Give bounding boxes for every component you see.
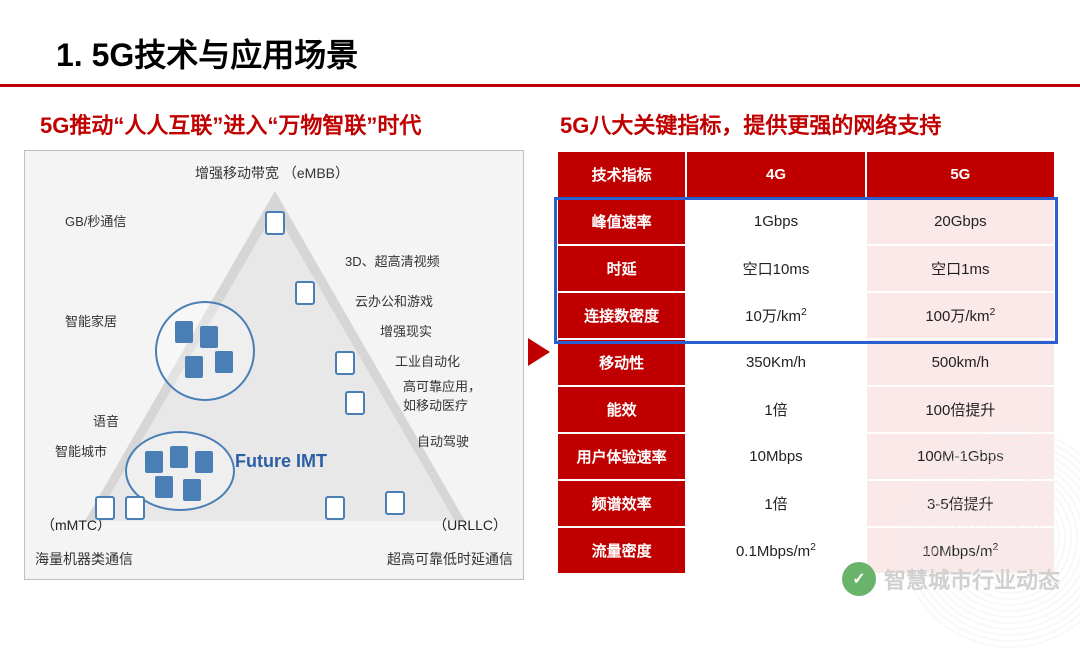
value-5g-cell: 空口1ms (866, 245, 1055, 292)
bottom-right-label: 超高可靠低时延通信 (387, 549, 513, 569)
device-icon (200, 326, 218, 348)
metric-cell: 频谱效率 (557, 480, 686, 527)
metric-cell: 用户体验速率 (557, 433, 686, 480)
device-icon (215, 351, 233, 373)
watermark-text: 智慧城市行业动态 (884, 563, 1060, 595)
label-smartcity: 智能城市 (55, 441, 107, 460)
device-icon (265, 211, 285, 235)
device-icon (95, 496, 115, 520)
col-5g: 5G (866, 151, 1055, 198)
label-3d: 3D、超高清视频 (345, 251, 440, 270)
device-icon (183, 479, 201, 501)
table-row: 时延空口10ms空口1ms (557, 245, 1055, 292)
device-icon (295, 281, 315, 305)
value-5g-cell: 100万/km2 (866, 292, 1055, 339)
value-5g-cell: 20Gbps (866, 198, 1055, 245)
imt-triangle-diagram: 增强移动带宽 （eMBB） 海量机器类通信 超高可靠低时延通信 （mMTC） （… (24, 150, 524, 580)
col-4g: 4G (686, 151, 865, 198)
col-metric: 技术指标 (557, 151, 686, 198)
label-voice: 语音 (93, 411, 119, 430)
watermark: ✓ 智慧城市行业动态 (842, 562, 1060, 596)
table-row: 连接数密度10万/km2100万/km2 (557, 292, 1055, 339)
device-icon (195, 451, 213, 473)
arrow-icon (528, 338, 550, 366)
device-icon (125, 496, 145, 520)
label-cloud: 云办公和游戏 (355, 291, 433, 310)
table-row: 能效1倍100倍提升 (557, 386, 1055, 433)
device-icon (185, 356, 203, 378)
wechat-icon: ✓ (842, 562, 876, 596)
value-4g-cell: 10Mbps (686, 433, 865, 480)
value-4g-cell: 0.1Mbps/m2 (686, 527, 865, 574)
metric-cell: 流量密度 (557, 527, 686, 574)
right-heading: 5G八大关键指标，提供更强的网络支持 (560, 108, 941, 140)
table-row: 移动性350Km/h500km/h (557, 339, 1055, 386)
label-ar: 增强现实 (380, 321, 432, 340)
value-4g-cell: 1Gbps (686, 198, 865, 245)
value-4g-cell: 10万/km2 (686, 292, 865, 339)
device-icon (325, 496, 345, 520)
value-5g-cell: 500km/h (866, 339, 1055, 386)
value-4g-cell: 1倍 (686, 480, 865, 527)
value-4g-cell: 1倍 (686, 386, 865, 433)
label-reliable: 高可靠应用， 如移动医疗 (403, 376, 481, 414)
metric-cell: 峰值速率 (557, 198, 686, 245)
value-4g-cell: 空口10ms (686, 245, 865, 292)
device-icon (335, 351, 355, 375)
corner-urllc: （URLLC） (433, 515, 507, 535)
bottom-left-label: 海量机器类通信 (35, 549, 133, 569)
label-gb: GB/秒通信 (65, 211, 126, 230)
table-header-row: 技术指标 4G 5G (557, 151, 1055, 198)
left-heading: 5G推动“人人互联”进入“万物智联”时代 (40, 108, 421, 140)
future-imt-label: Future IMT (235, 451, 327, 472)
device-icon (175, 321, 193, 343)
metric-cell: 时延 (557, 245, 686, 292)
cluster-circle-a (155, 301, 255, 401)
label-auto: 自动驾驶 (417, 431, 469, 450)
device-icon (385, 491, 405, 515)
metric-cell: 能效 (557, 386, 686, 433)
value-4g-cell: 350Km/h (686, 339, 865, 386)
device-icon (345, 391, 365, 415)
page-title: 1. 5G技术与应用场景 (56, 30, 358, 76)
divider-top (0, 84, 1080, 87)
device-icon (155, 476, 173, 498)
metric-cell: 移动性 (557, 339, 686, 386)
table-row: 峰值速率1Gbps20Gbps (557, 198, 1055, 245)
device-icon (145, 451, 163, 473)
label-smarthome: 智能家居 (65, 311, 117, 330)
apex-label: 增强移动带宽 （eMBB） (195, 163, 349, 183)
value-5g-cell: 100倍提升 (866, 386, 1055, 433)
device-icon (170, 446, 188, 468)
label-industry: 工业自动化 (395, 351, 460, 370)
metric-cell: 连接数密度 (557, 292, 686, 339)
